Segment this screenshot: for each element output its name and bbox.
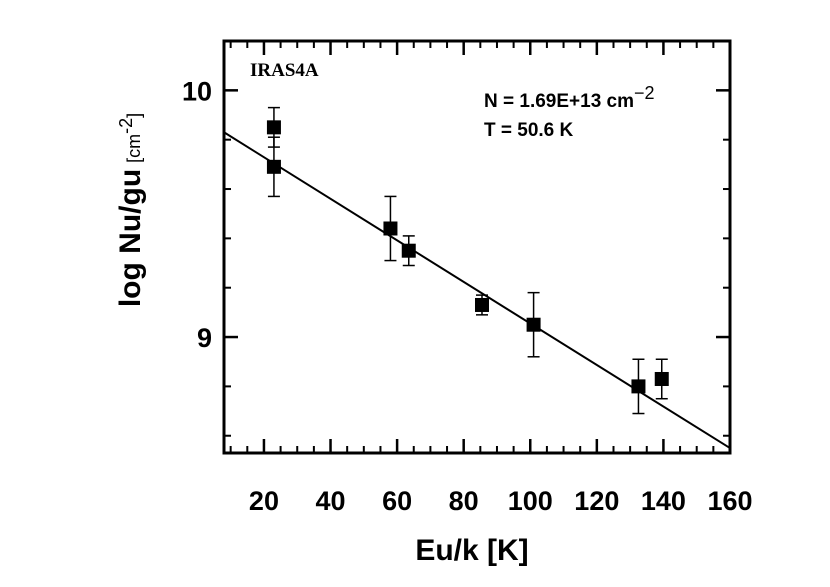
x-tick-label: 100 <box>508 486 553 516</box>
plot-frame <box>222 39 732 455</box>
annotation-n-exponent: −2 <box>634 83 655 103</box>
data-point <box>631 379 646 394</box>
y-axis-title: log Nu/gu [cm-2] <box>114 113 147 307</box>
x-tick-label: 120 <box>574 486 619 516</box>
data-point <box>526 317 541 332</box>
x-tick-label: 40 <box>316 486 346 516</box>
data-point <box>401 243 416 258</box>
error-bars <box>267 106 668 415</box>
y-tick-label: 10 <box>182 76 212 106</box>
x-tick-label: 20 <box>249 486 279 516</box>
annotation-temperature: T = 50.6 K <box>484 120 574 141</box>
annotation-column-density: N = 1.69E+13 cm−2 <box>484 83 655 112</box>
fit-line <box>223 131 731 449</box>
x-tick-label: 80 <box>449 486 479 516</box>
y-axis-title-unit-close: ] <box>124 113 144 118</box>
data-points <box>266 120 669 394</box>
data-point <box>654 371 669 386</box>
y-axis-title-unit: [cm <box>124 134 144 163</box>
y-tick-labels: 9 10 <box>182 76 212 353</box>
y-tick-label: 9 <box>197 323 212 353</box>
panel-label: IRAS4A <box>250 60 319 81</box>
x-tick-label: 60 <box>382 486 412 516</box>
data-point <box>474 297 489 312</box>
data-point <box>266 120 281 135</box>
x-tick-label: 160 <box>707 486 752 516</box>
annotation-n-text: N = 1.69E+13 cm <box>484 91 634 112</box>
data-point <box>383 221 398 236</box>
y-axis-title-unit-exponent: -2 <box>116 118 136 134</box>
x-axis-title: Eu/k [K] <box>415 534 528 567</box>
data-point <box>266 159 281 174</box>
x-tick-label: 140 <box>641 486 686 516</box>
y-axis-title-main: log Nu/gu <box>114 169 147 307</box>
x-tick-labels: 20 40 60 80 100 120 140 160 <box>249 486 753 516</box>
